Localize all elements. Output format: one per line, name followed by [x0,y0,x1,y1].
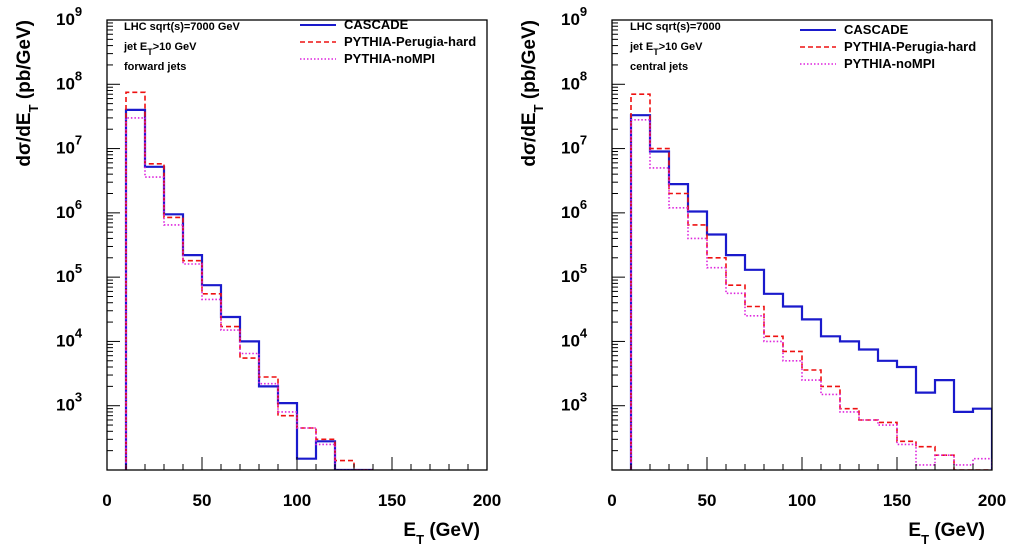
histogram-pythia-perugia-hard [125,91,373,470]
info-line: jet ET>10 GeV [629,41,703,57]
legend-label: PYTHIA-noMPI [844,56,935,71]
central-jets-panel: 0 50 100 150 200 103 104 105 106 107 108 109 ET (GeV… [519,4,1006,544]
info-line: central jets [630,61,688,73]
forward-jets-panel: 0 50 100 150 200 103 104 105 106 107 108 109 ET (GeV… [14,4,501,544]
info-line: LHC sqrt(s)=7000 [630,21,721,33]
x-tick-label: 150 [378,491,406,510]
x-tick-label: 200 [978,491,1006,510]
histogram-pythia-perugia-hard [630,93,992,470]
y-tick-label: 107 [561,133,587,158]
y-tick-label: 105 [56,261,82,286]
info-line: jet ET>10 GeV [123,41,197,57]
legend-label: PYTHIA-Perugia-hard [344,34,476,49]
histogram-pythia-nompi [630,119,992,470]
legend-label: CASCADE [344,17,409,32]
y-tick-label: 106 [56,197,82,222]
y-tick-label: 108 [561,68,587,93]
legend-label: PYTHIA-noMPI [344,51,435,66]
y-tick-label: 104 [56,325,83,350]
legend-label: PYTHIA-Perugia-hard [844,39,976,54]
x-tick-label: 150 [883,491,911,510]
x-tick-label: 200 [473,491,501,510]
x-tick-label: 50 [193,491,212,510]
x-tick-label: 100 [788,491,816,510]
y-tick-label: 107 [56,133,82,158]
y-axis-title: dσ/dET (pb/GeV) [519,20,546,167]
x-tick-label: 0 [102,491,111,510]
x-axis-title: ET (GeV) [908,520,985,544]
legend-label: CASCADE [844,22,909,37]
y-tick-label: 106 [561,197,587,222]
y-tick-label: 109 [56,4,82,29]
info-line: forward jets [124,61,186,73]
x-tick-label: 0 [607,491,616,510]
x-axis-title: ET (GeV) [403,520,480,544]
y-tick-label: 103 [561,390,587,415]
info-line: LHC sqrt(s)=7000 GeV [124,21,241,33]
y-tick-label: 104 [561,325,588,350]
x-tick-label: 100 [283,491,311,510]
y-tick-label: 108 [56,68,82,93]
histogram-pythia-nompi [125,117,373,470]
x-tick-label: 50 [698,491,717,510]
y-axis-title: dσ/dET (pb/GeV) [14,20,41,167]
y-tick-label: 105 [561,261,587,286]
y-tick-label: 109 [561,4,587,29]
y-tick-label: 103 [56,390,82,415]
